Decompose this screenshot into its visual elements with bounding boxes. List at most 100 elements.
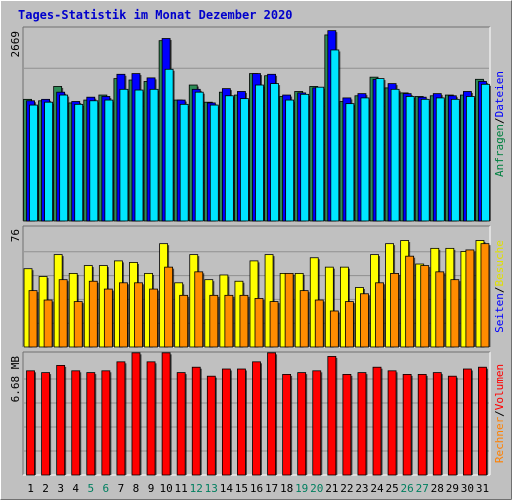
bar-besuche-17: [264, 254, 274, 348]
day-label-26: 26: [401, 482, 414, 495]
bar-dateien-18: [284, 273, 294, 348]
bar-seiten-8: [134, 89, 144, 222]
bar-seiten-31: [481, 83, 490, 222]
day-label-20: 20: [310, 482, 323, 495]
bar-dateien-16: [254, 298, 264, 348]
bar-volumen-4: [71, 370, 81, 476]
bar-dateien-10: [164, 266, 174, 348]
day-label-29: 29: [446, 482, 459, 495]
bar-volumen-3: [56, 365, 66, 476]
bar-volumen-23: [357, 372, 367, 476]
bar-seiten-3: [59, 94, 69, 222]
bar-dateien-30: [465, 249, 475, 348]
legend-dateien: Dateien: [493, 71, 506, 117]
bar-volumen-26: [402, 374, 412, 476]
bar-seiten-14: [224, 95, 234, 222]
legend-seiten: Seiten: [493, 293, 506, 333]
bar-seiten-1: [29, 104, 38, 222]
bar-seiten-26: [405, 96, 415, 222]
bar-volumen-30: [463, 368, 472, 476]
day-axis: 1 2 3 4 5 6 7 8 9 10 11 12 13 14 15 16 17 18 19 20 21 22 23 24 2…: [27, 482, 489, 495]
panel-top-legend: Anfragen/Dateien: [493, 71, 506, 177]
day-label-2: 2: [42, 482, 49, 495]
bar-volumen-13: [206, 375, 216, 476]
bar-dateien-7: [119, 282, 128, 348]
bar-dateien-17: [269, 301, 279, 348]
panel-bottom-ymax-label: 6.68 MB: [9, 356, 22, 403]
bar-volumen-7: [116, 361, 126, 476]
day-label-27: 27: [416, 482, 429, 495]
day-label-24: 24: [370, 482, 384, 495]
bar-seiten-22: [345, 103, 355, 222]
bar-seiten-20: [315, 86, 325, 222]
bar-volumen-14: [221, 368, 231, 476]
bar-volumen-18: [282, 374, 292, 476]
bar-seiten-5: [89, 100, 99, 222]
bar-seiten-15: [240, 98, 249, 222]
bar-volumen-20: [312, 370, 322, 476]
bar-volumen-12: [191, 366, 201, 476]
panel-top: 2669: [9, 26, 491, 222]
bar-volumen-5: [86, 372, 96, 476]
bar-volumen-11: [176, 372, 186, 476]
bar-seiten-17: [270, 83, 279, 222]
bar-volumen-2: [41, 372, 50, 476]
day-label-6: 6: [103, 482, 110, 495]
bar-dateien-20: [314, 299, 324, 348]
day-label-28: 28: [431, 482, 444, 495]
day-label-30: 30: [461, 482, 474, 495]
bar-dateien-6: [103, 288, 113, 348]
panel-top-ymax-label: 2669: [9, 31, 22, 58]
bar-seiten-23: [360, 97, 370, 222]
bar-dateien-27: [420, 265, 430, 348]
bar-volumen-24: [372, 366, 382, 476]
bar-seiten-27: [420, 98, 430, 222]
day-label-9: 9: [148, 482, 155, 495]
day-label-3: 3: [57, 482, 64, 495]
bar-volumen-29: [447, 375, 457, 476]
bar-dateien-15: [239, 294, 249, 348]
day-label-5: 5: [87, 482, 94, 495]
bar-dateien-19: [299, 290, 309, 348]
panel-middle: 76: [9, 225, 491, 348]
legend-rechner: Rechner: [493, 416, 506, 463]
day-label-11: 11: [175, 482, 188, 495]
bar-dateien-5: [88, 280, 98, 348]
chart-title: Tages-Statistik im Monat Dezember 2020: [18, 8, 293, 22]
legend-volumen: Volumen: [493, 364, 506, 410]
bar-volumen-10: [161, 352, 171, 476]
bar-seiten-25: [390, 88, 400, 222]
bar-volumen-1: [26, 370, 35, 476]
day-label-10: 10: [159, 482, 172, 495]
bar-volumen-16: [252, 361, 261, 476]
bar-dateien-12: [194, 271, 204, 348]
legend-separator: /: [493, 117, 506, 124]
day-label-31: 31: [476, 482, 489, 495]
bar-dateien-22: [344, 301, 354, 348]
bar-dateien-4: [73, 301, 83, 348]
day-label-21: 21: [325, 482, 338, 495]
bar-dateien-8: [134, 282, 143, 348]
bar-volumen-22: [342, 374, 352, 476]
bar-seiten-4: [74, 103, 84, 222]
bar-volumen-25: [387, 370, 397, 476]
chart-panels: 2669 76 6.68 MB: [9, 26, 491, 476]
bar-seiten-29: [450, 98, 460, 222]
legend-separator: /: [493, 410, 506, 417]
bar-dateien-2: [43, 299, 53, 348]
bar-dateien-11: [179, 294, 189, 348]
day-label-7: 7: [118, 482, 125, 495]
legend-anfragen: Anfragen: [493, 124, 506, 177]
bar-besuche-21: [324, 266, 334, 348]
panel-bottom: 6.68 MB: [9, 351, 491, 476]
day-label-8: 8: [133, 482, 140, 495]
day-label-1: 1: [27, 482, 34, 495]
legends: Anfragen/DateienSeiten/BesucheRechner/Vo…: [493, 71, 506, 463]
day-label-23: 23: [355, 482, 368, 495]
bar-volumen-15: [237, 368, 246, 476]
day-label-4: 4: [72, 482, 79, 495]
day-label-14: 14: [220, 482, 234, 495]
panel-middle-legend: Seiten/Besuche: [493, 240, 506, 333]
bar-volumen-27: [417, 374, 427, 476]
